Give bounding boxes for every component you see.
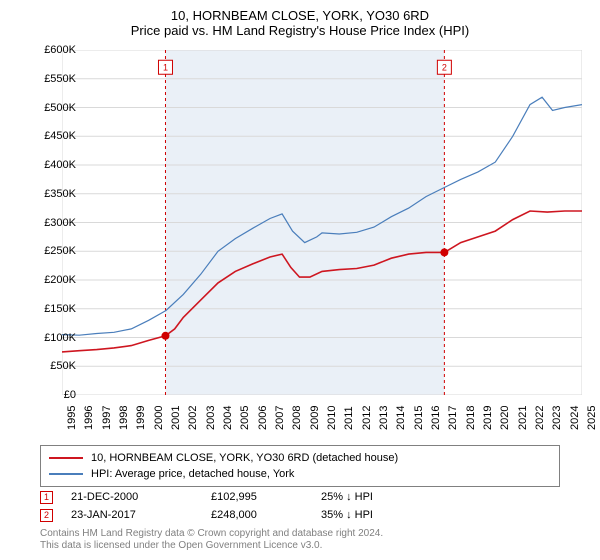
chart-container: 10, HORNBEAM CLOSE, YORK, YO30 6RD Price… (0, 0, 600, 560)
sale-row: 2 23-JAN-2017 £248,000 35% ↓ HPI (40, 506, 560, 524)
y-tick-label: £150K (44, 303, 76, 315)
x-tick-label: 2014 (395, 406, 407, 430)
x-tick-label: 2022 (534, 406, 546, 430)
y-tick-label: £200K (44, 274, 76, 286)
y-tick-label: £400K (44, 159, 76, 171)
x-tick-label: 2008 (291, 406, 303, 430)
x-tick-label: 2004 (222, 406, 234, 430)
footer-attribution: Contains HM Land Registry data © Crown c… (40, 528, 383, 552)
sale-hpi: 25% ↓ HPI (321, 491, 421, 503)
legend-box: 10, HORNBEAM CLOSE, YORK, YO30 6RD (deta… (40, 445, 560, 487)
x-tick-label: 2018 (465, 406, 477, 430)
chart-area: 12 (62, 50, 582, 395)
x-tick-label: 2007 (274, 406, 286, 430)
x-tick-label: 1998 (118, 406, 130, 430)
x-tick-label: 2010 (326, 406, 338, 430)
sale-price: £248,000 (211, 509, 321, 521)
legend-label-subject: 10, HORNBEAM CLOSE, YORK, YO30 6RD (deta… (91, 452, 398, 464)
x-tick-label: 1996 (83, 406, 95, 430)
sale-date: 23-JAN-2017 (71, 509, 211, 521)
plot-svg: 12 (62, 50, 582, 395)
sale-row: 1 21-DEC-2000 £102,995 25% ↓ HPI (40, 488, 560, 506)
sale-date: 21-DEC-2000 (71, 491, 211, 503)
legend-row: 10, HORNBEAM CLOSE, YORK, YO30 6RD (deta… (49, 450, 551, 466)
x-tick-label: 2025 (586, 406, 598, 430)
x-tick-label: 2000 (153, 406, 165, 430)
svg-text:1: 1 (163, 62, 168, 72)
svg-text:2: 2 (442, 62, 447, 72)
x-tick-label: 2023 (551, 406, 563, 430)
sale-marker-icon: 1 (40, 491, 53, 504)
legend-swatch-hpi (49, 473, 83, 475)
x-tick-label: 2005 (239, 406, 251, 430)
x-tick-label: 2003 (205, 406, 217, 430)
chart-title: 10, HORNBEAM CLOSE, YORK, YO30 6RD (0, 0, 600, 23)
x-tick-label: 2011 (343, 406, 355, 430)
x-tick-label: 2002 (187, 406, 199, 430)
legend-label-hpi: HPI: Average price, detached house, York (91, 468, 294, 480)
legend-row: HPI: Average price, detached house, York (49, 466, 551, 482)
x-axis-labels: 1995 1996 1997 1998 1999 2000 2001 2002 2003 2004… (62, 398, 582, 438)
x-tick-label: 2012 (361, 406, 373, 430)
x-tick-label: 2015 (413, 406, 425, 430)
x-tick-label: 2020 (499, 406, 511, 430)
sales-table: 1 21-DEC-2000 £102,995 25% ↓ HPI 2 23-JA… (40, 488, 560, 524)
y-tick-label: £50K (50, 360, 76, 372)
y-tick-label: £100K (44, 332, 76, 344)
x-tick-label: 2006 (257, 406, 269, 430)
y-tick-label: £350K (44, 188, 76, 200)
y-tick-label: £600K (44, 44, 76, 56)
x-tick-label: 2019 (482, 406, 494, 430)
x-tick-label: 1995 (66, 406, 78, 430)
y-tick-label: £550K (44, 73, 76, 85)
sale-marker-icon: 2 (40, 509, 53, 522)
x-tick-label: 2009 (309, 406, 321, 430)
footer-line: Contains HM Land Registry data © Crown c… (40, 528, 383, 540)
x-tick-label: 2013 (378, 406, 390, 430)
x-tick-label: 1999 (135, 406, 147, 430)
sale-hpi: 35% ↓ HPI (321, 509, 421, 521)
x-tick-label: 2021 (517, 406, 529, 430)
y-tick-label: £500K (44, 102, 76, 114)
x-tick-label: 1997 (101, 406, 113, 430)
x-tick-label: 2024 (569, 406, 581, 430)
legend-swatch-subject (49, 457, 83, 459)
y-tick-label: £450K (44, 130, 76, 142)
x-tick-label: 2001 (170, 406, 182, 430)
sale-price: £102,995 (211, 491, 321, 503)
footer-line: This data is licensed under the Open Gov… (40, 540, 383, 552)
y-tick-label: £300K (44, 217, 76, 229)
x-tick-label: 2017 (447, 406, 459, 430)
chart-subtitle: Price paid vs. HM Land Registry's House … (0, 23, 600, 42)
x-tick-label: 2016 (430, 406, 442, 430)
y-tick-label: £250K (44, 245, 76, 257)
